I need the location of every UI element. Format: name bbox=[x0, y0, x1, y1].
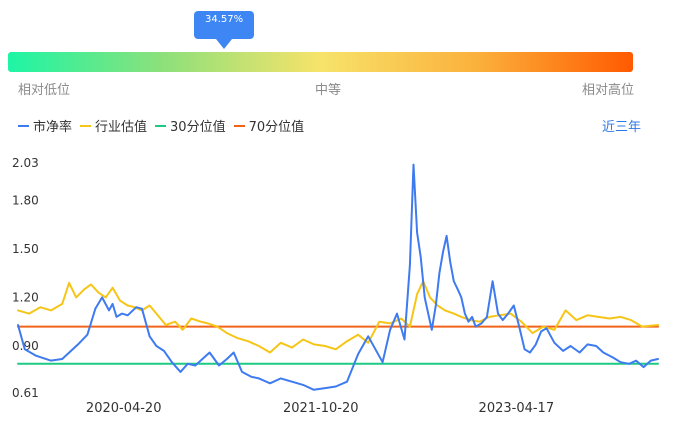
series-line-industry bbox=[17, 280, 659, 354]
y-tick-label: 1.80 bbox=[12, 193, 39, 207]
y-tick-label: 1.50 bbox=[12, 242, 39, 256]
range-selector-3y[interactable]: 近三年 bbox=[601, 120, 641, 135]
legend-item-industry[interactable]: 行业估值 bbox=[80, 116, 147, 135]
chart-legend: 市净率 行业估值 30分位值 70分位值 bbox=[18, 116, 312, 135]
legend-swatch-p30 bbox=[155, 124, 167, 127]
legend-item-p70[interactable]: 70分位值 bbox=[233, 116, 305, 135]
y-tick-label: 2.03 bbox=[12, 156, 39, 170]
legend-item-p30[interactable]: 30分位值 bbox=[155, 116, 226, 135]
x-tick-label: 2020-04-20 bbox=[86, 401, 162, 416]
scale-label-high: 相对高位 bbox=[582, 83, 635, 98]
legend-item-pb[interactable]: 市净率 bbox=[18, 116, 72, 135]
legend-swatch-industry bbox=[80, 124, 92, 127]
series-line-pb bbox=[17, 163, 659, 391]
y-tick-label: 1.20 bbox=[12, 290, 39, 304]
y-tick-label: 0.61 bbox=[12, 386, 39, 400]
percentile-badge: 34.57% bbox=[194, 11, 255, 39]
x-tick-label: 2021-10-20 bbox=[283, 401, 359, 416]
valuation-gradient-bar bbox=[8, 52, 633, 72]
legend-label-industry: 行业估值 bbox=[95, 120, 148, 135]
legend-label-p70: 70分位值 bbox=[248, 120, 305, 135]
legend-label-pb: 市净率 bbox=[33, 120, 73, 135]
scale-label-mid: 中等 bbox=[315, 83, 342, 98]
x-tick-label: 2023-04-17 bbox=[479, 401, 555, 416]
legend-label-p30: 30分位值 bbox=[170, 120, 226, 135]
percentile-marker bbox=[216, 39, 233, 49]
y-tick-label: 0.90 bbox=[12, 339, 39, 353]
legend-swatch-pb bbox=[18, 124, 29, 127]
legend-swatch-p70 bbox=[233, 124, 245, 127]
scale-label-low: 相对低位 bbox=[18, 83, 71, 98]
